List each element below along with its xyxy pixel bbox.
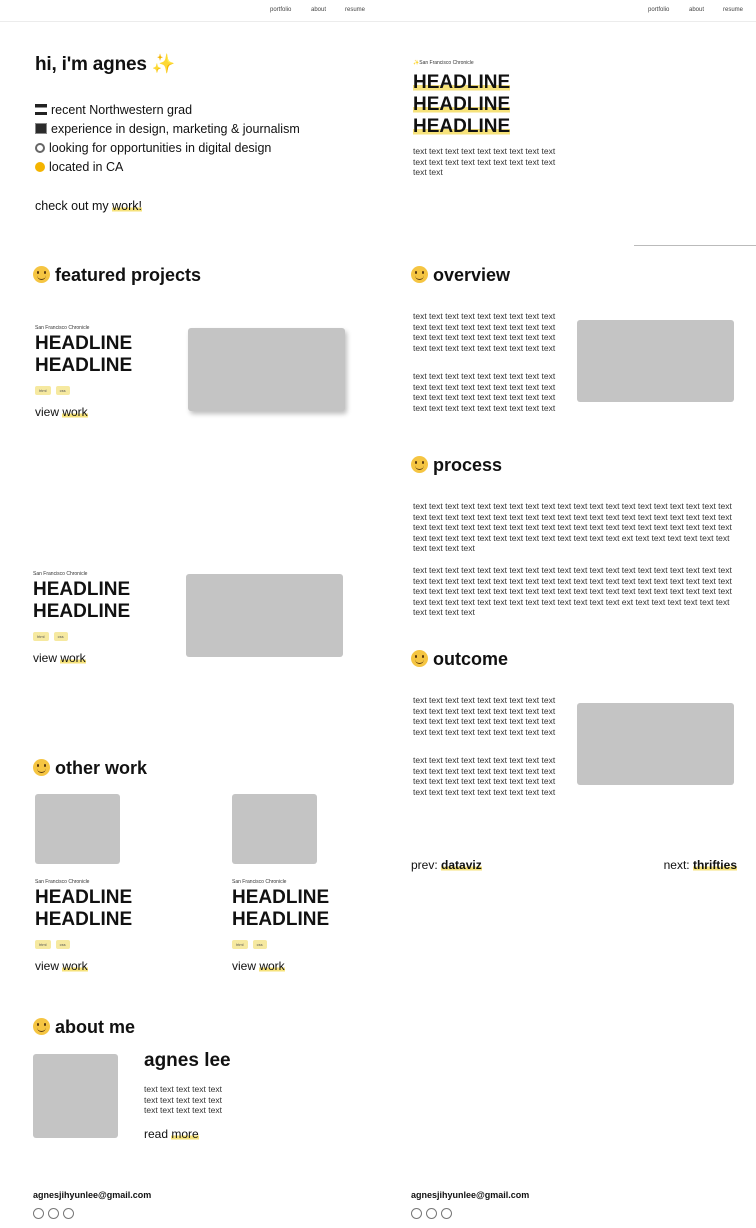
social-circle-icon[interactable] xyxy=(33,1208,44,1219)
nav-resume-link[interactable]: resume xyxy=(345,7,366,13)
project-headline: HEADLINE xyxy=(35,887,133,908)
social-circle-icon[interactable] xyxy=(63,1208,74,1219)
tag-css: css xyxy=(252,940,267,949)
project-source: San Francisco Chronicle xyxy=(35,879,90,885)
featured-projects-heading: featured projects xyxy=(33,265,201,286)
project-headline: HEADLINE xyxy=(33,601,131,622)
other-work-heading: other work xyxy=(33,758,147,779)
featured-project-1: San Francisco Chronicle HEADLINE HEADLIN… xyxy=(35,325,132,419)
footer-email[interactable]: agnesjihyunlee@gmail.com xyxy=(411,1190,530,1200)
project-source: San Francisco Chronicle xyxy=(33,571,88,577)
social-links xyxy=(33,1206,78,1224)
project-headline: HEADLINE xyxy=(35,909,133,930)
process-paragraph: text text text text text text text text … xyxy=(413,565,732,617)
project-thumbnail[interactable] xyxy=(186,574,343,657)
about-bio: text text text text text text text text … xyxy=(144,1084,222,1115)
process-heading: process xyxy=(411,455,502,476)
article-source: ✨San Francisco Chronicle xyxy=(413,60,474,66)
read-more-link[interactable]: read more xyxy=(144,1127,199,1141)
other-project-1: San Francisco Chronicle HEADLINE HEADLIN… xyxy=(35,879,132,973)
intro-cta: check out my work! xyxy=(35,199,142,213)
tag-html: html xyxy=(33,632,49,641)
project-tags: html css xyxy=(232,933,329,951)
tag-css: css xyxy=(55,386,70,395)
outcome-paragraph: text text text text text text text text … xyxy=(413,695,556,737)
next-project-link[interactable]: next: thrifties xyxy=(663,858,737,872)
smiley-icon xyxy=(33,759,50,776)
nav-portfolio-link[interactable]: portfolio xyxy=(648,7,670,13)
smiley-icon xyxy=(411,650,428,667)
overview-image xyxy=(577,320,734,402)
prev-project-link[interactable]: prev: dataviz xyxy=(411,858,482,872)
computer-icon xyxy=(35,123,47,134)
nav-about-link[interactable]: about xyxy=(311,7,327,13)
intro-line-3: looking for opportunities in digital des… xyxy=(35,141,271,155)
intro-greeting: hi, i'm agnes ✨ xyxy=(35,52,176,76)
nav-resume-link[interactable]: resume xyxy=(723,7,744,13)
social-circle-icon[interactable] xyxy=(426,1208,437,1219)
sparkles-icon: ✨ xyxy=(151,54,176,75)
project-tags: html css xyxy=(35,933,132,951)
smiley-icon xyxy=(33,266,50,283)
smiley-icon xyxy=(411,266,428,283)
about-name: agnes lee xyxy=(144,1050,231,1071)
project-headline: HEADLINE xyxy=(35,355,133,376)
view-work-link[interactable]: view work xyxy=(232,959,285,973)
other-work-thumbnail[interactable] xyxy=(35,794,120,864)
outcome-heading: outcome xyxy=(411,649,508,670)
other-project-2: San Francisco Chronicle HEADLINE HEADLIN… xyxy=(232,879,329,973)
tag-html: html xyxy=(35,940,51,949)
project-headline: HEADLINE xyxy=(33,579,131,600)
outcome-paragraph: text text text text text text text text … xyxy=(413,755,556,797)
tag-html: html xyxy=(35,386,51,395)
project-headline: HEADLINE xyxy=(232,887,330,908)
top-divider xyxy=(0,21,756,22)
nav-portfolio-link[interactable]: portfolio xyxy=(270,7,292,13)
magnifying-glass-icon xyxy=(35,143,45,153)
smiley-icon xyxy=(33,1018,50,1035)
project-source: San Francisco Chronicle xyxy=(35,325,90,331)
project-tags: html css xyxy=(33,625,130,643)
view-work-link[interactable]: view work xyxy=(35,405,88,419)
tag-css: css xyxy=(55,940,70,949)
view-work-link[interactable]: view work xyxy=(35,959,88,973)
intro-line-1: recent Northwestern grad xyxy=(35,103,192,117)
overview-paragraph: text text text text text text text text … xyxy=(413,371,556,413)
cta-work-link[interactable]: work! xyxy=(112,199,142,213)
sun-icon xyxy=(35,162,45,172)
project-headline: HEADLINE xyxy=(232,909,330,930)
view-work-link[interactable]: view work xyxy=(33,651,86,665)
sparkles-icon: ✨ xyxy=(413,60,420,66)
social-circle-icon[interactable] xyxy=(48,1208,59,1219)
project-headline: HEADLINE xyxy=(35,333,133,354)
overview-paragraph: text text text text text text text text … xyxy=(413,311,556,353)
about-me-heading: about me xyxy=(33,1017,135,1038)
social-circle-icon[interactable] xyxy=(441,1208,452,1219)
social-circle-icon[interactable] xyxy=(411,1208,422,1219)
process-paragraph: text text text text text text text text … xyxy=(413,501,732,553)
featured-project-2: San Francisco Chronicle HEADLINE HEADLIN… xyxy=(33,571,130,665)
greeting-text: hi, i'm agnes xyxy=(35,54,147,75)
intro-line-2: experience in design, marketing & journa… xyxy=(35,122,300,136)
tag-css: css xyxy=(53,632,68,641)
article-divider xyxy=(634,245,756,246)
smiley-icon xyxy=(411,456,428,473)
project-source: San Francisco Chronicle xyxy=(232,879,287,885)
other-work-thumbnail[interactable] xyxy=(232,794,317,864)
tag-html: html xyxy=(232,940,248,949)
social-links xyxy=(411,1206,456,1224)
article-dek: text text text text text text text text … xyxy=(413,146,556,177)
intro-line-4: located in CA xyxy=(35,160,123,174)
project-thumbnail[interactable] xyxy=(188,328,345,411)
about-photo xyxy=(33,1054,118,1138)
graduation-cap-icon xyxy=(35,104,47,115)
article-headline: HEADLINE HEADLINE HEADLINE xyxy=(413,72,511,137)
outcome-image xyxy=(577,703,734,785)
nav-about-link[interactable]: about xyxy=(689,7,705,13)
project-tags: html css xyxy=(35,379,132,397)
overview-heading: overview xyxy=(411,265,510,286)
footer-email[interactable]: agnesjihyunlee@gmail.com xyxy=(33,1190,152,1200)
